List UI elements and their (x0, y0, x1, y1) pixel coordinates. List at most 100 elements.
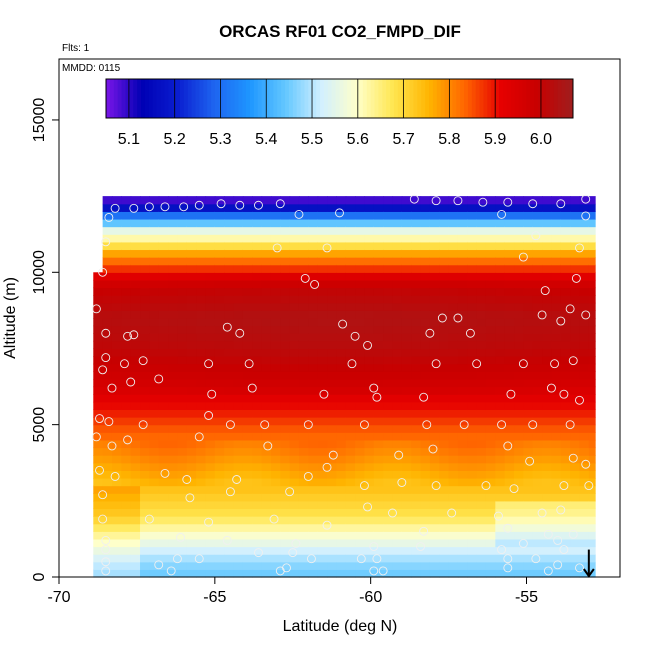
observation-point-107 (322, 462, 332, 472)
heatmap-cell-1587 (383, 211, 394, 220)
heatmap-cell-1203 (317, 470, 328, 479)
heatmap-cell-431 (168, 257, 179, 266)
heatmap-cell-100 (111, 493, 122, 502)
heatmap-cell-1444 (364, 538, 375, 548)
heatmap-cell-2039 (467, 196, 478, 205)
heatmap-cell-1885 (439, 226, 450, 235)
heatmap-cell-676 (214, 295, 225, 304)
heatmap-cell-1376 (345, 295, 356, 304)
colorbar-segment-84 (432, 79, 438, 118)
heatmap-cell-226 (130, 295, 141, 304)
heatmap-cell-2521 (560, 333, 571, 342)
heatmap-cell-241 (140, 561, 150, 570)
heatmap-cell-1400 (355, 493, 366, 502)
heatmap-cell-2572 (570, 325, 581, 334)
heatmap-cell-2687 (588, 211, 596, 220)
heatmap-cell-2527 (560, 287, 571, 296)
heatmap-cell-922 (261, 325, 272, 334)
observation-point-124 (556, 505, 566, 515)
heatmap-cell-133 (111, 241, 122, 251)
heatmap-cell-2080 (476, 264, 487, 273)
heatmap-cell-81 (102, 257, 113, 266)
heatmap-cell-317 (149, 363, 160, 372)
heatmap-cell-476 (177, 295, 188, 304)
colorbar-segment-80 (417, 79, 422, 118)
observation-point-130 (419, 526, 429, 536)
heatmap-cell-1753 (420, 470, 431, 479)
heatmap-cell-2281 (514, 257, 524, 266)
heatmap-cell-207 (130, 439, 141, 449)
heatmap-cell-231 (130, 257, 141, 266)
heatmap-cell-1226 (317, 295, 328, 304)
observation-point-38 (222, 322, 232, 332)
heatmap-cell-930 (261, 264, 272, 273)
heatmap-cell-2206 (504, 447, 515, 456)
heatmap-cell-1690 (411, 569, 422, 578)
heatmap-cell-2585 (570, 226, 581, 235)
heatmap-cell-2476 (551, 295, 562, 304)
heatmap-cell-713 (224, 394, 235, 403)
observation-point-88 (565, 420, 575, 430)
heatmap-cell-2060 (476, 417, 487, 426)
heatmap-cell-2310 (523, 417, 534, 426)
heatmap-cell-2333 (523, 241, 534, 251)
heatmap-cell-2351 (532, 485, 543, 494)
heatmap-cell-1293 (336, 546, 347, 555)
heatmap-cell-695 (224, 531, 235, 540)
heatmap-cell-1962 (457, 401, 468, 411)
heatmap-cell-2195 (504, 531, 515, 540)
heatmap-cell-604 (205, 462, 216, 471)
heatmap-cell-1025 (280, 302, 291, 311)
heatmap-cell-2646 (588, 523, 596, 532)
heatmap-cell-1631 (392, 257, 403, 266)
heatmap-cell-928 (261, 279, 272, 289)
heatmap-cell-99 (111, 500, 122, 510)
heatmap-cell-412 (168, 401, 179, 411)
observation-point-136 (222, 535, 232, 545)
heatmap-cell-715 (224, 378, 235, 388)
heatmap-cell-2277 (514, 287, 524, 296)
heatmap-cell-567 (196, 363, 207, 372)
heatmap-cell-1266 (327, 371, 337, 380)
heatmap-cell-57 (102, 439, 113, 449)
observation-point-94 (328, 450, 338, 460)
heatmap-cell-2421 (542, 333, 553, 342)
heatmap-cell-108 (111, 432, 122, 441)
heatmap-cell-1790 (429, 569, 440, 578)
heatmap-cell-2528 (560, 279, 571, 289)
heatmap-cell-313 (149, 394, 160, 403)
heatmap-cell-1784 (420, 234, 431, 243)
heatmap-cell-2591 (579, 561, 590, 570)
heatmap-cell-1164 (308, 386, 319, 395)
heatmap-cell-2014 (467, 386, 478, 395)
heatmap-cell-337 (149, 211, 160, 220)
heatmap-cell-210 (130, 417, 141, 426)
heatmap-cell-494 (186, 538, 197, 548)
heatmap-cell-2064 (476, 386, 487, 395)
colorbar-segment-72 (386, 79, 391, 118)
observation-point-44 (437, 313, 447, 323)
heatmap-cell-2079 (476, 272, 487, 281)
heatmap-cell-1249 (327, 500, 337, 510)
heatmap-cell-1281 (327, 257, 337, 266)
heatmap-cell-1398 (355, 508, 366, 517)
observation-point-56 (347, 359, 357, 369)
heatmap-cell-373 (158, 318, 169, 327)
heatmap-cell-1704 (411, 462, 422, 471)
heatmap-cell-445 (177, 531, 188, 540)
heatmap-cell-1302 (336, 477, 347, 487)
heatmap-cell-201 (130, 485, 141, 494)
heatmap-cell-2388 (532, 203, 543, 212)
heatmap-cell-238 (130, 203, 141, 212)
heatmap-cell-838 (242, 203, 253, 212)
heatmap-cell-1037 (280, 211, 291, 220)
heatmap-cell-1762 (420, 401, 431, 411)
heatmap-cell-1792 (429, 554, 440, 563)
heatmap-cell-2576 (570, 295, 581, 304)
heatmap-cell-320 (149, 340, 160, 350)
heatmap-cell-834 (242, 234, 253, 243)
heatmap-cell-2607 (579, 439, 590, 449)
heatmap-cell-832 (242, 249, 253, 258)
heatmap-cell-794 (242, 538, 253, 548)
heatmap-cell-2647 (588, 516, 596, 525)
